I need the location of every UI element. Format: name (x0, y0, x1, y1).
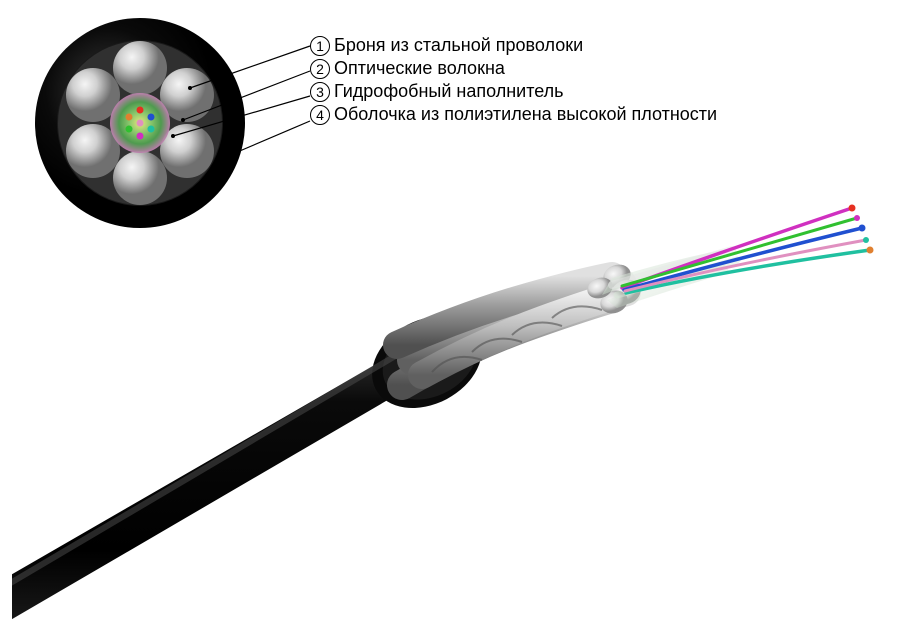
label-3: 3 Гидрофобный наполнитель (310, 81, 717, 102)
label-text: Оптические волокна (334, 58, 505, 79)
label-4: 4 Оболочка из полиэтилена высокой плотно… (310, 104, 717, 125)
label-text: Гидрофобный наполнитель (334, 81, 564, 102)
label-2: 2 Оптические волокна (310, 58, 717, 79)
label-number: 2 (310, 59, 330, 79)
cable-cross-section (35, 18, 245, 228)
label-number: 1 (310, 36, 330, 56)
cable-3d-view (12, 200, 888, 630)
label-list: 1 Броня из стальной проволоки 2 Оптическ… (310, 35, 717, 127)
label-number: 4 (310, 105, 330, 125)
label-text: Броня из стальной проволоки (334, 35, 583, 56)
label-text: Оболочка из полиэтилена высокой плотност… (334, 104, 717, 125)
label-1: 1 Броня из стальной проволоки (310, 35, 717, 56)
label-number: 3 (310, 82, 330, 102)
